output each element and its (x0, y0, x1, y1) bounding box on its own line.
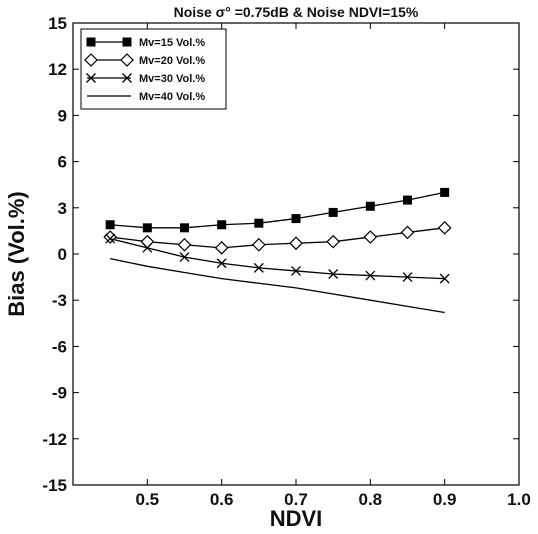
legend-label: Mv=20 Vol.% (139, 55, 205, 67)
square-marker (105, 220, 115, 230)
series-line (110, 227, 445, 249)
legend-item: Mv=30 Vol.% (86, 73, 205, 85)
series-4 (110, 257, 445, 314)
y-tick-label: 3 (58, 199, 67, 218)
x-tick-label: 0.6 (210, 490, 234, 509)
series-line (110, 257, 445, 314)
x-marker (365, 270, 376, 281)
legend-label: Mv=40 Vol.% (139, 91, 205, 103)
y-tick-label: -12 (42, 430, 67, 449)
y-tick-label: 15 (48, 14, 67, 33)
x-tick-label: 0.7 (284, 490, 308, 509)
x-marker (142, 242, 153, 253)
square-marker (180, 223, 189, 233)
x-marker (122, 73, 132, 83)
y-tick-label: -3 (52, 291, 67, 310)
y-tick-label: 9 (58, 106, 67, 125)
diamond-marker (363, 230, 378, 244)
y-tick-label: 0 (58, 245, 67, 264)
diamond-marker (140, 234, 155, 249)
diamond-marker (289, 236, 303, 251)
y-tick-label: -6 (52, 337, 67, 356)
series-1 (105, 187, 450, 233)
y-tick-label: 12 (48, 60, 67, 79)
y-tick-label: -15 (42, 476, 67, 495)
x-marker (328, 269, 339, 279)
square-marker (86, 37, 96, 47)
x-marker (253, 262, 264, 273)
legend: Mv=15 Vol.% Mv=20 Vol.% Mv=30 Vol.% Mv=40 V… (80, 28, 227, 110)
series-3 (105, 233, 450, 284)
x-marker (216, 258, 227, 269)
x-marker (105, 233, 116, 244)
square-marker (365, 201, 375, 211)
square-marker (328, 207, 338, 217)
diamond-marker (103, 230, 118, 244)
diamond-marker (437, 220, 452, 235)
x-tick-label: 0.5 (136, 490, 160, 509)
diamond-marker (400, 225, 415, 240)
x-marker (402, 272, 413, 283)
square-marker (142, 223, 152, 233)
square-marker (403, 195, 412, 205)
y-tick-label: 6 (58, 153, 67, 172)
x-tick-label: 0.9 (433, 490, 457, 509)
diamond-marker (84, 53, 98, 67)
diamond-marker (326, 234, 341, 249)
legend-label: Mv=15 Vol.% (139, 37, 205, 49)
square-marker (217, 220, 227, 230)
square-marker (291, 214, 301, 224)
square-marker (254, 218, 264, 228)
legend-item: Mv=15 Vol.% (86, 37, 205, 49)
x-marker (179, 252, 190, 263)
x-axis-title: NDVI (270, 506, 323, 531)
x-marker (86, 73, 96, 83)
square-marker (122, 37, 132, 47)
series-line (110, 191, 445, 229)
legend-item: Mv=20 Vol.% (84, 53, 205, 67)
y-axis-title: Bias (Vol.%) (4, 191, 29, 317)
legend-item: Mv=40 Vol.% (87, 91, 205, 103)
square-marker (440, 187, 450, 197)
legend-label: Mv=30 Vol.% (139, 73, 205, 85)
x-tick-label: 1.0 (507, 490, 531, 509)
x-tick-label: 0.8 (359, 490, 383, 509)
diamond-marker (214, 240, 229, 255)
x-marker (439, 273, 450, 284)
x-marker (291, 265, 301, 276)
series-2 (103, 220, 452, 255)
y-tick-label: -9 (52, 384, 67, 403)
diamond-marker (120, 53, 134, 67)
chart-title: Noise σ° =0.75dB & Noise NDVI=15% (174, 4, 419, 20)
diamond-marker (177, 237, 192, 252)
plot-frame (72, 22, 520, 486)
diamond-marker (251, 237, 266, 252)
series-line (110, 237, 445, 280)
